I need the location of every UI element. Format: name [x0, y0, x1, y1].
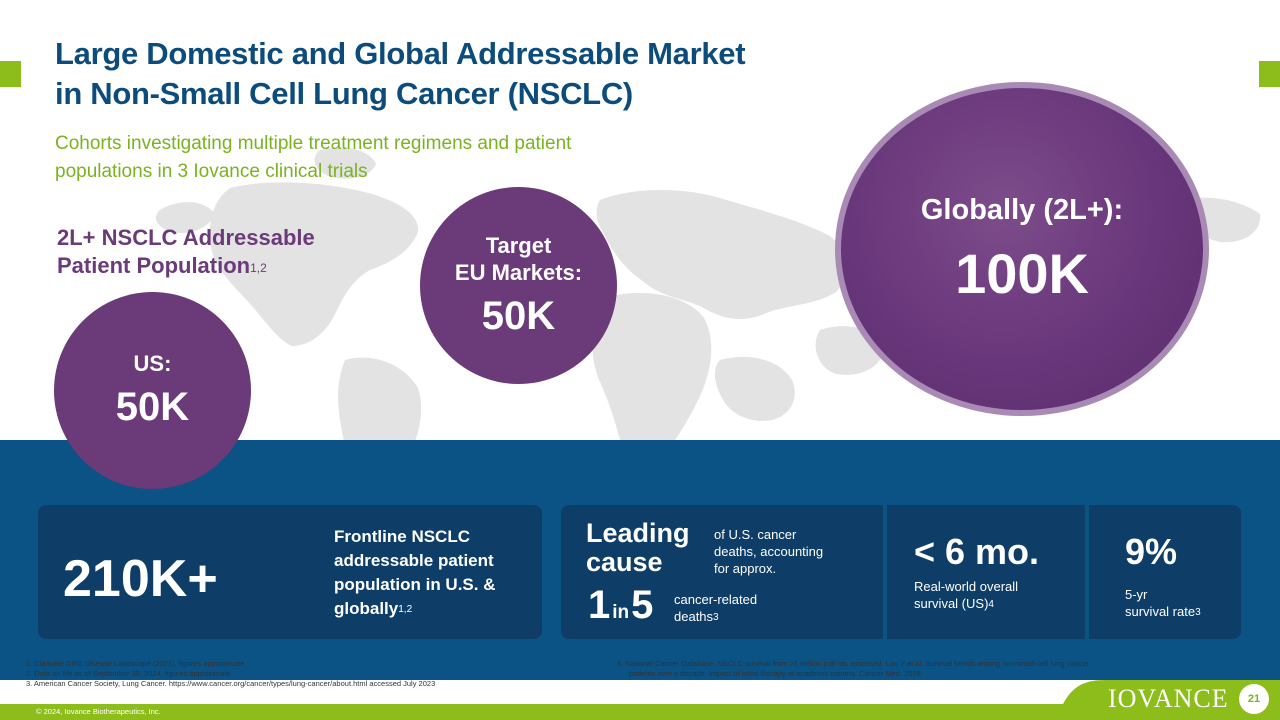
one-number: 1 — [588, 583, 611, 627]
footnote-4-continued: patients over a decade: impact of initia… — [629, 669, 923, 678]
stat-divider — [883, 505, 887, 639]
survival-sup: 4 — [988, 599, 994, 610]
rate-value: 9% — [1125, 531, 1178, 572]
population-label-line-2: Patient Population1,2 — [57, 252, 315, 280]
cancer-related-description: cancer-related deaths3 — [674, 591, 757, 625]
iovance-logo: IOVANCE — [1108, 684, 1229, 713]
rate-desc-line-2: survival rate3 — [1125, 603, 1201, 620]
footer-green-bar — [0, 704, 1280, 720]
stats-box: Leading cause of U.S. cancer deaths, acc… — [561, 505, 1241, 639]
page-number: 21 — [1239, 684, 1269, 714]
frontline-desc-text: globally — [334, 599, 399, 618]
eu-circle: Target EU Markets: 50K — [420, 187, 617, 384]
survival-desc-line-1: Real-world overall — [914, 579, 1019, 594]
frontline-desc-line-4: globally1,2 — [334, 597, 534, 621]
left-accent-tab — [0, 61, 21, 87]
survival-desc-text: survival (US) — [914, 596, 989, 611]
leading-desc-line-3: for approx. — [714, 561, 777, 576]
frontline-value: 210K+ — [63, 550, 218, 608]
leading-title-line-2: cause — [586, 547, 663, 577]
leading-cause-description: of U.S. cancer deaths, accounting for ap… — [714, 526, 823, 577]
footer-green-wedge — [1062, 680, 1280, 706]
population-label-sup: 1,2 — [250, 261, 267, 275]
copyright: © 2024, Iovance Biotherapeutics, Inc. — [36, 707, 161, 716]
leading-title-line-1: Leading — [586, 518, 690, 548]
frontline-desc-line-2: addressable patient — [334, 551, 494, 570]
frontline-stat-box: 210K+ Frontline NSCLC addressable patien… — [38, 505, 542, 639]
global-circle: Globally (2L+): 100K — [835, 82, 1209, 416]
right-accent-tab — [1259, 61, 1280, 87]
eu-value: 50K — [481, 293, 556, 338]
stat-divider — [1085, 505, 1089, 639]
footnote-4: 4. National Cancer Database, NSCLC survi… — [617, 659, 1090, 668]
footnotes-left: 1. Clarivate DRG Disease Landscape (2021… — [26, 659, 435, 689]
frontline-desc-line-3: population in U.S. & — [334, 575, 496, 594]
leading-desc-line-1: of U.S. cancer — [714, 527, 797, 542]
rate-desc-text: survival rate — [1125, 604, 1196, 619]
leading-cause-title: Leading cause — [586, 519, 690, 577]
subtitle-line-1: Cohorts investigating multiple treatment… — [55, 133, 572, 154]
footnotes-right: 4. National Cancer Database, NSCLC survi… — [617, 659, 1217, 679]
cr-line-2-text: deaths — [674, 609, 714, 624]
frontline-sup: 1,2 — [398, 604, 413, 615]
cr-sup: 3 — [713, 612, 719, 623]
footnote-2: 2. Data on file as of September 30, 2024… — [26, 669, 231, 678]
eu-label-2: EU Markets: — [454, 259, 583, 285]
eu-label-1: Target — [485, 232, 552, 258]
frontline-description: Frontline NSCLC addressable patient popu… — [334, 525, 534, 621]
population-label-text: Patient Population — [57, 253, 251, 278]
survival-description: Real-world overall survival (US)4 — [914, 578, 1018, 612]
frontline-desc-line-1: Frontline NSCLC — [334, 527, 470, 546]
footnote-1: 1. Clarivate DRG Disease Landscape (2021… — [26, 659, 245, 668]
rate-desc-line-1: 5-yr — [1125, 587, 1148, 602]
subtitle-line-2: populations in 3 Iovance clinical trials — [55, 161, 368, 182]
title-line-2: in Non-Small Cell Lung Cancer (NSCLC) — [55, 76, 633, 111]
survival-value: < 6 mo. — [914, 531, 1040, 572]
global-value: 100K — [955, 242, 1089, 305]
population-label-line-1: 2L+ NSCLC Addressable — [57, 225, 315, 250]
page-title: Large Domestic and Global Addressable Ma… — [55, 34, 746, 114]
cr-line-2: deaths3 — [674, 608, 757, 625]
population-label: 2L+ NSCLC Addressable Patient Population… — [57, 224, 315, 280]
five-number: 5 — [631, 583, 654, 627]
us-value: 50K — [115, 385, 190, 429]
rate-description: 5-yr survival rate3 — [1125, 586, 1201, 620]
leading-desc-line-2: deaths, accounting — [714, 544, 824, 559]
survival-desc-line-2: survival (US)4 — [914, 595, 1018, 612]
footnote-3: 3. American Cancer Society, Lung Cancer.… — [26, 679, 436, 688]
global-label: Globally (2L+): — [920, 194, 1124, 226]
one-in-five: 1 in 5 — [588, 583, 653, 627]
rate-sup: 3 — [1195, 607, 1201, 618]
title-line-1: Large Domestic and Global Addressable Ma… — [55, 36, 746, 71]
us-label: US: — [133, 351, 172, 376]
cr-line-1: cancer-related — [674, 592, 758, 607]
subtitle: Cohorts investigating multiple treatment… — [55, 130, 695, 186]
in-word: in — [612, 602, 630, 623]
us-circle: US: 50K — [54, 292, 251, 489]
